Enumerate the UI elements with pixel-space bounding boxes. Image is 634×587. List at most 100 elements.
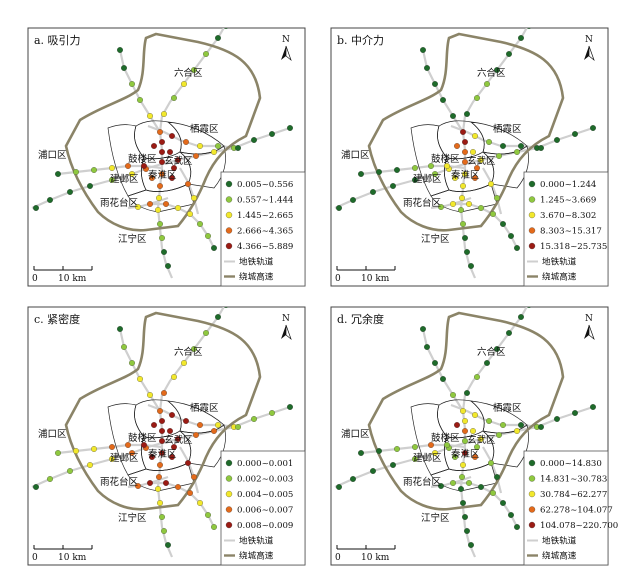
north-label: N bbox=[282, 314, 290, 324]
district-label-liuhe: 六合区 bbox=[174, 346, 203, 358]
north-label: N bbox=[585, 35, 593, 45]
scale-bar: 0 10 km bbox=[32, 266, 93, 284]
metro-station bbox=[432, 81, 438, 87]
metro-station bbox=[169, 133, 175, 139]
north-arrow-right bbox=[588, 45, 595, 62]
metro-station bbox=[514, 428, 520, 434]
scale-km-label: 10 km bbox=[361, 553, 390, 563]
district-boundary bbox=[127, 462, 195, 492]
district-label-yuhuatai: 雨花台区 bbox=[100, 476, 139, 488]
district-boundary bbox=[127, 183, 195, 213]
district-boundary bbox=[410, 124, 450, 197]
metro-station bbox=[474, 444, 480, 450]
metro-station bbox=[472, 412, 478, 418]
district-label-gulou: 鼓楼区 bbox=[431, 153, 460, 165]
legend-label: 14.831~30.783 bbox=[540, 475, 607, 485]
legend-swatch bbox=[225, 475, 233, 482]
district-label-qixia: 栖霞区 bbox=[190, 402, 219, 414]
metro-station bbox=[412, 444, 418, 450]
metro-station bbox=[514, 149, 520, 155]
metro-station bbox=[121, 65, 127, 71]
metro-station bbox=[484, 360, 490, 366]
metro-station bbox=[215, 422, 221, 428]
metro-station bbox=[370, 468, 376, 474]
ring-expressway bbox=[367, 311, 565, 511]
district-label-xuanwu: 玄武区 bbox=[164, 155, 193, 167]
metro-station bbox=[490, 490, 496, 496]
legend-swatch bbox=[528, 211, 536, 219]
metro-station bbox=[500, 143, 506, 149]
metro-station bbox=[450, 392, 456, 398]
metro-station bbox=[486, 418, 492, 424]
legend-swatch bbox=[528, 521, 536, 529]
metro-station bbox=[159, 235, 165, 241]
district-label-gulou: 鼓楼区 bbox=[128, 432, 157, 444]
metro-station bbox=[157, 221, 163, 227]
metro-station bbox=[452, 175, 458, 181]
legend-label: 0.000~1.244 bbox=[540, 180, 597, 190]
legend-swatch bbox=[528, 242, 536, 250]
metro-station bbox=[514, 245, 520, 251]
north-arrow-icon: N bbox=[281, 35, 292, 62]
metro-station bbox=[191, 67, 197, 73]
metro-station bbox=[165, 542, 171, 548]
district-boundary bbox=[107, 403, 147, 476]
metro-line bbox=[179, 167, 200, 215]
metro-station bbox=[454, 143, 460, 149]
metro-station bbox=[462, 139, 468, 145]
metro-station bbox=[428, 442, 434, 448]
panel-title: d. 冗余度 bbox=[337, 312, 384, 326]
legend-box bbox=[523, 171, 609, 287]
metro-station bbox=[147, 113, 153, 119]
metro-station bbox=[125, 163, 131, 169]
metro-station bbox=[91, 167, 97, 173]
metro-station bbox=[526, 28, 532, 29]
district-label-qinhuai: 秦淮区 bbox=[451, 169, 480, 181]
metro-station bbox=[117, 47, 123, 53]
metro-station bbox=[181, 81, 187, 87]
metro-station bbox=[459, 195, 465, 201]
metro-station bbox=[157, 129, 163, 135]
district-label-qinhuai: 秦淮区 bbox=[148, 169, 177, 181]
metro-station bbox=[460, 183, 466, 189]
legend-box bbox=[220, 450, 306, 566]
metro-station bbox=[450, 113, 456, 119]
legend-swatch bbox=[528, 490, 536, 498]
metro-station bbox=[151, 422, 157, 428]
metro-station bbox=[508, 233, 514, 239]
metro-station bbox=[478, 436, 484, 442]
metro-station bbox=[181, 360, 187, 366]
ring-expressway bbox=[64, 311, 262, 511]
metro-station bbox=[175, 436, 181, 442]
metro-station bbox=[412, 456, 418, 462]
metro-station bbox=[155, 486, 161, 492]
legend-label: 0.006~0.007 bbox=[237, 506, 293, 516]
metro-station bbox=[157, 462, 163, 468]
north-label: N bbox=[282, 35, 290, 45]
metro-station bbox=[432, 360, 438, 366]
panel-title: c. 紧密度 bbox=[34, 312, 80, 326]
metro-station bbox=[478, 205, 484, 211]
legend-swatch bbox=[225, 521, 233, 529]
metro-station bbox=[197, 500, 203, 506]
metro-station bbox=[462, 159, 468, 165]
metro-station bbox=[157, 183, 163, 189]
metro-station bbox=[336, 205, 342, 211]
north-arrow-right bbox=[285, 324, 292, 341]
district-boundary bbox=[482, 424, 529, 468]
metro-station bbox=[358, 171, 364, 177]
metro-station bbox=[472, 175, 478, 181]
panel-title: b. 中介力 bbox=[337, 34, 384, 47]
metro-station bbox=[450, 201, 456, 207]
metro-station bbox=[514, 524, 520, 530]
metro-station bbox=[420, 47, 426, 53]
metro-station bbox=[554, 416, 560, 422]
district-label-pukou: 浦口区 bbox=[341, 149, 370, 161]
metro-station bbox=[47, 197, 53, 203]
metro-station bbox=[87, 183, 93, 189]
scale-km-label: 10 km bbox=[361, 274, 390, 284]
metro-station bbox=[129, 81, 135, 87]
legend-label: 2.666~4.365 bbox=[237, 227, 293, 237]
